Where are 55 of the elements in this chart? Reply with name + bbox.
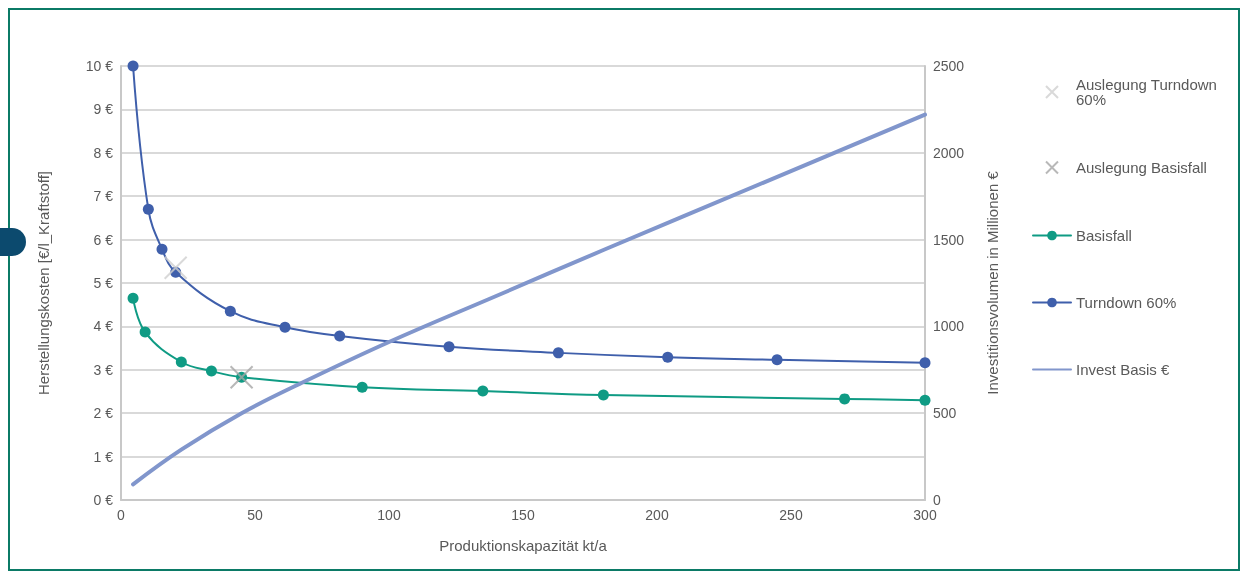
- line-series: [131, 112, 927, 487]
- y-tick-label: 7 €: [93, 188, 114, 205]
- point: [279, 321, 291, 333]
- y-tick-label: 5 €: [93, 275, 114, 291]
- legend-label: Auslegung Turndown 60%: [1076, 76, 1222, 108]
- y2-tick-label: 0: [933, 492, 941, 508]
- point: [224, 305, 236, 317]
- point: [156, 243, 168, 255]
- y-tick-label: 10 €: [85, 58, 114, 74]
- y2-tick-label: 2500: [933, 58, 965, 74]
- y-tick-label: 0 €: [93, 492, 114, 508]
- y-tick-label: 2 €: [93, 405, 114, 422]
- y-tick-label: 3 €: [93, 361, 114, 378]
- legend-label: Invest Basis €: [1076, 361, 1171, 378]
- point: [771, 354, 783, 366]
- x-tick-label: 250: [779, 507, 803, 523]
- point: [597, 389, 609, 401]
- y-tick-label: 8 €: [93, 144, 114, 161]
- point: [127, 292, 139, 304]
- x-tick-label: 50: [247, 507, 263, 523]
- y2-axis-title: Investitionsvolumen in Millionen €: [984, 170, 1001, 395]
- y-tick-label: 4 €: [93, 318, 114, 335]
- legend-label: Auslegung Basisfall: [1076, 159, 1207, 176]
- point: [662, 351, 674, 363]
- x-tick-label: 150: [511, 507, 535, 523]
- point: [477, 385, 489, 397]
- point: [175, 356, 187, 368]
- y2-tick-label: 500: [933, 405, 957, 422]
- x-tick-label: 300: [913, 507, 937, 523]
- legend-label: Turndown 60%: [1076, 294, 1177, 311]
- y-tick-label: 6 €: [93, 231, 114, 248]
- point: [205, 365, 217, 377]
- y2-tick-label: 1000: [933, 318, 965, 335]
- point: [919, 394, 931, 406]
- legend-label: Basisfall: [1076, 227, 1132, 244]
- point: [443, 341, 455, 353]
- point: [552, 347, 564, 359]
- point: [142, 203, 154, 215]
- y2-tick-label: 2000: [933, 144, 965, 161]
- point: [919, 357, 931, 369]
- point: [356, 381, 368, 393]
- x-axis-title: Produktionskapazität kt/a: [439, 537, 608, 554]
- point: [139, 326, 151, 338]
- y-tick-label: 1 €: [93, 448, 114, 465]
- x-tick-label: 100: [377, 507, 401, 523]
- point: [163, 255, 188, 280]
- y-axis-title: Herstellungskosten [€/l_Kraftstoff]: [35, 170, 52, 396]
- x-tick-label: 0: [117, 507, 126, 523]
- x-tick-label: 200: [645, 507, 669, 523]
- y2-tick-label: 1500: [933, 231, 965, 248]
- point: [334, 330, 346, 342]
- point: [127, 60, 139, 72]
- y-tick-label: 9 €: [93, 101, 114, 118]
- point: [839, 393, 851, 405]
- point: [229, 365, 254, 390]
